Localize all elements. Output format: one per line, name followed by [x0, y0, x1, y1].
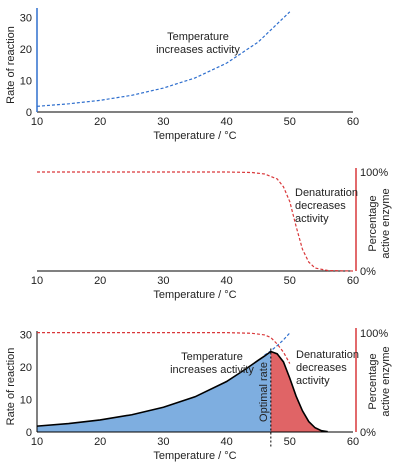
y-tick-label: 0 — [26, 107, 32, 119]
y-tick-label: 10 — [20, 75, 32, 87]
x-tick-label: 60 — [347, 116, 359, 128]
right-tick-label: 0% — [360, 427, 376, 439]
annotation-denaturation-line-2: decreases — [296, 362, 347, 374]
annotation-optimal-rate: Optimal rate — [258, 362, 270, 422]
right-axis-label-line-2: active enzyme — [380, 188, 392, 258]
y-tick-label: 10 — [20, 394, 32, 406]
x-tick-label: 40 — [220, 436, 232, 448]
x-tick-label: 40 — [220, 275, 232, 287]
annotation-denaturation-line-3: activity — [296, 375, 330, 387]
x-tick-label: 60 — [347, 436, 359, 448]
annotation-temperature-line-1: Temperature — [181, 351, 243, 363]
x-tick-label: 50 — [284, 116, 296, 128]
active-enzyme-line — [37, 171, 354, 272]
annotation-denaturation-line-1: Denaturation — [296, 349, 359, 361]
x-tick-label: 30 — [157, 116, 169, 128]
x-axis-label: Temperature / °C — [153, 289, 236, 301]
right-axis-label-line-2: active enzyme — [380, 346, 392, 416]
y-tick-label: 0 — [26, 427, 32, 439]
x-tick-label: 60 — [347, 275, 359, 287]
y-axis-label: Rate of reaction — [5, 348, 17, 426]
x-axis-label: Temperature / °C — [153, 450, 236, 462]
right-axis-label-line-1: Percentage — [367, 195, 379, 251]
annotation-temperature-line-2: increases activity — [156, 44, 240, 56]
x-tick-label: 20 — [94, 436, 106, 448]
x-tick-label: 20 — [94, 275, 106, 287]
x-tick-label: 10 — [31, 436, 43, 448]
y-tick-label: 20 — [20, 44, 32, 56]
y-tick-label: 20 — [20, 362, 32, 374]
annotation-temperature-line-1: Temperature — [167, 31, 229, 43]
x-tick-label: 30 — [157, 436, 169, 448]
right-tick-label: 100% — [360, 167, 388, 179]
right-tick-label: 100% — [360, 328, 388, 340]
x-tick-label: 10 — [31, 116, 43, 128]
x-tick-label: 10 — [31, 275, 43, 287]
observed-rate-line — [36, 350, 328, 433]
right-tick-label: 0% — [360, 266, 376, 278]
active-enzyme-line — [37, 332, 291, 364]
annotation-denaturation-line-1: Denaturation — [295, 187, 358, 199]
y-tick-label: 30 — [20, 12, 32, 24]
annotation-denaturation-line-3: activity — [295, 213, 329, 225]
x-tick-label: 50 — [284, 275, 296, 287]
temperature-effect-line — [36, 11, 291, 107]
rising-area — [37, 351, 271, 432]
x-tick-label: 50 — [284, 436, 296, 448]
x-tick-label: 30 — [157, 275, 169, 287]
x-tick-label: 20 — [94, 116, 106, 128]
y-tick-label: 30 — [20, 329, 32, 341]
annotation-denaturation-line-2: decreases — [295, 200, 346, 212]
right-axis-label-line-1: Percentage — [367, 353, 379, 409]
falling-area — [270, 351, 328, 432]
annotation-temperature-line-2: increases activity — [170, 364, 254, 376]
x-tick-label: 40 — [220, 116, 232, 128]
y-axis-label: Rate of reaction — [5, 26, 17, 104]
x-axis-label: Temperature / °C — [153, 130, 236, 142]
